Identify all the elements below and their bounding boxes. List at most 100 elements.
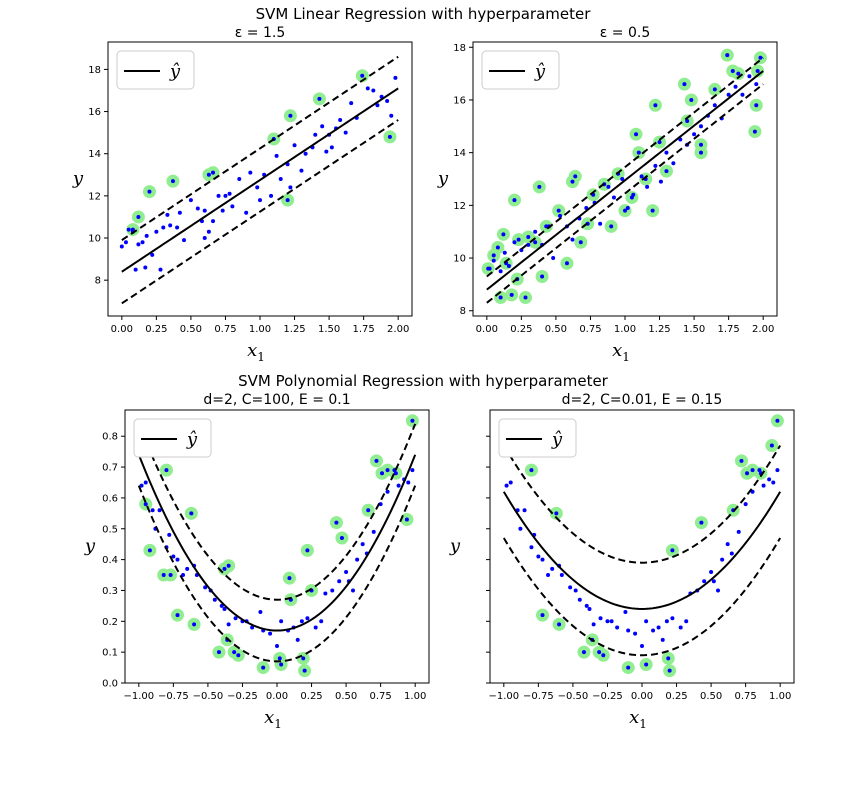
data-point [512,198,517,203]
data-point [385,489,390,494]
data-point [324,149,329,154]
y-tick-label: 0.5 [102,524,118,535]
data-point [591,622,596,627]
model-prediction-line [137,454,417,632]
data-point [758,55,763,60]
data-point [491,253,496,258]
data-point [275,643,279,648]
data-point [570,179,575,184]
data-point [559,573,564,578]
data-point [702,579,707,584]
x-tick-label: 0.50 [700,691,722,702]
data-point [150,508,155,513]
data-point [754,103,759,108]
data-point [678,625,683,630]
data-point [258,198,262,203]
data-point [745,471,750,476]
data-point [573,174,578,179]
data-point [154,229,159,234]
y-tick-label: 10 [88,234,101,245]
data-point [222,566,227,571]
data-point [564,261,569,266]
data-point [188,198,193,203]
data-point [601,653,606,658]
x-axis-label: x1 [264,707,282,731]
data-point [498,269,503,274]
data-point [540,613,545,618]
data-point [689,97,694,102]
legend-label: ŷ [186,429,198,450]
data-point [657,140,662,145]
data-point [175,225,180,230]
data-point [216,650,221,655]
x-tick-label: 1.75 [353,324,375,335]
data-point [206,172,211,177]
y-tick-label: 8 [95,276,101,287]
x-tick-label: −1.00 [488,691,519,702]
data-point [725,542,730,547]
chart-title: d=2, C=0.01, E = 0.15 [562,392,723,408]
data-point [754,82,759,87]
data-point [396,483,401,488]
data-point [570,237,575,242]
data-point [615,625,620,630]
y-tick-label: 16 [453,95,466,106]
data-point [393,75,398,80]
data-point [202,208,207,213]
x-tick-label: 1.50 [318,324,340,335]
data-point [219,603,224,608]
data-point [644,619,649,624]
data-point [143,502,148,507]
data-point [670,616,675,621]
chart-title: ε = 0.5 [600,25,650,41]
data-point [299,168,304,173]
data-point [366,508,371,513]
data-point [609,619,614,624]
data-point [775,468,780,473]
x-axis-label: x1 [629,707,647,731]
x-tick-label: 1.75 [718,324,740,335]
data-point [279,619,284,624]
y-tick-label: 0.1 [102,648,118,659]
data-point [360,73,365,78]
data-point [233,616,238,621]
y-axis-label: y [84,536,96,557]
figure-title-linear: SVM Linear Regression with hyperparamete… [255,5,591,23]
data-point [320,124,325,129]
data-point [147,189,152,194]
data-point [626,665,631,670]
margin-line-upper [502,444,782,564]
data-point [699,520,704,525]
data-point [501,232,506,237]
data-point [692,132,697,137]
x-tick-label: −0.75 [523,691,554,702]
data-point [222,606,227,611]
data-point [136,214,141,219]
data-point [577,597,582,602]
data-point [288,113,293,118]
data-point [750,468,755,473]
data-point [699,150,703,155]
data-point [261,665,266,670]
x-axis-label: x1 [612,340,630,364]
data-point [709,569,714,574]
data-point [664,169,669,174]
data-point [720,557,725,562]
data-point [337,579,342,584]
y-axis-label: y [72,168,84,189]
data-point [556,208,561,213]
model-prediction-line [502,491,782,610]
data-point [136,242,141,247]
data-point [371,88,376,93]
data-point [739,458,744,463]
data-point [338,117,343,122]
x-tick-label: 0.00 [266,691,288,702]
chart-panel-1: 0.00 0.25 0.50 0.75 1.00 1.25 1.50 1.75 2.00 8 10 1… [72,25,413,364]
data-point [410,468,415,473]
data-point [339,536,344,541]
data-point [752,129,757,134]
data-point [767,477,772,482]
data-point [671,161,676,166]
data-point [147,548,152,553]
